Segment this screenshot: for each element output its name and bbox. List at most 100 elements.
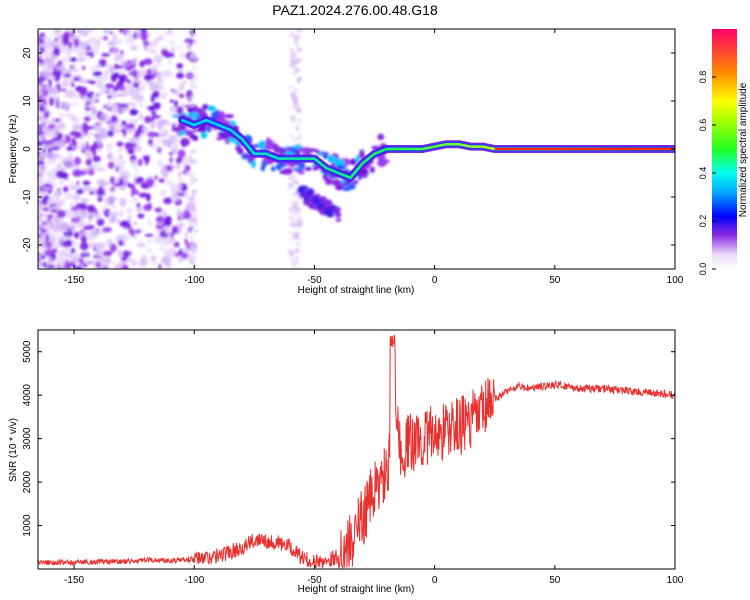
spectrogram-cell: [299, 162, 306, 169]
spectrogram-scatter: [38, 29, 390, 269]
spectrogram-cell: [38, 224, 44, 229]
snr-x-tick-label: -150: [64, 575, 84, 586]
spectrogram-cell: [297, 221, 303, 226]
spectrogram-cell: [162, 237, 166, 242]
spectrogram-cell: [104, 70, 108, 78]
spectrogram-cell: [54, 37, 58, 42]
spectrogram-cell: [74, 265, 83, 269]
spectrogram-cell: [105, 154, 114, 160]
spectrogram-cell: [86, 103, 93, 109]
spectrogram-cell: [170, 44, 176, 53]
spectrogram-cell: [46, 198, 54, 205]
spectrogram-cell: [176, 207, 182, 212]
spectrogram-cell: [43, 164, 49, 170]
spectrogram-cell: [357, 175, 362, 181]
spectrogram-cell: [137, 158, 143, 167]
spectrogram-cell: [56, 83, 61, 89]
spectrogram-cell: [294, 34, 301, 40]
spectrogram-cell: [78, 79, 89, 84]
spectrogram-cell: [192, 85, 197, 89]
spectrogram-cell: [154, 207, 163, 213]
spectrogram-cell: [190, 225, 196, 229]
spectrogram-cell: [290, 175, 294, 180]
spectrogram-cell: [323, 208, 332, 215]
spectrogram-cell: [291, 222, 298, 228]
spectrogram-cell: [90, 229, 100, 238]
spectrogram-cell: [164, 215, 172, 224]
spectrogram-cell: [290, 52, 295, 57]
spectrogram-cell: [128, 102, 137, 106]
spectrogram-cell: [293, 39, 300, 47]
spectrogram-cell: [106, 223, 111, 228]
spectrogram-cell: [73, 92, 79, 101]
spectrogram-cell: [38, 140, 44, 147]
spectrogram-cell: [75, 164, 79, 169]
spectrogram-cell: [143, 204, 152, 211]
spectrogram-cell: [319, 196, 327, 203]
spectrogram-cell: [158, 133, 166, 138]
spectrogram-cell: [38, 127, 43, 135]
spectrogram-cell: [315, 149, 320, 154]
spectrogram-cell: [71, 116, 81, 123]
spectrogram-cell: [87, 131, 97, 136]
spectrogram-cell: [332, 207, 342, 212]
spectrogram-cell: [159, 161, 164, 167]
spectrogram-cell: [118, 84, 126, 91]
spectrogram-cell: [167, 29, 172, 35]
spectrogram-cell: [48, 256, 54, 265]
spectrogram-cell: [168, 71, 173, 78]
spectrogram-cell: [92, 162, 101, 167]
snr-x-tick-label: -100: [184, 575, 204, 586]
spectrogram-cell: [76, 58, 81, 64]
spectrogram-cell: [112, 122, 117, 126]
spectrogram-cell: [86, 126, 95, 130]
spectrogram-cell: [169, 182, 176, 189]
spectrogram-cell: [202, 104, 210, 110]
spectrogram-cell: [38, 160, 45, 165]
spectrogram-cell: [297, 118, 303, 124]
spectrogram-cell: [190, 258, 196, 261]
spectrogram-cell: [335, 180, 342, 188]
spectrogram-cell: [47, 207, 53, 212]
spectrogram-cell: [138, 192, 149, 198]
spectrogram-cell: [94, 49, 100, 56]
spectrogram-cell: [191, 192, 196, 197]
spectrogram-cell: [65, 77, 75, 84]
spectrogram-cell: [99, 166, 106, 173]
spectrogram-cell: [130, 228, 135, 238]
spectrogram-cell: [291, 137, 297, 142]
spectrogram-cell: [294, 248, 300, 254]
spectrogram-cell: [85, 141, 89, 151]
spectrogram-cell: [164, 51, 173, 59]
spectrogram-cell: [98, 76, 108, 82]
snr-frame: [37, 329, 676, 570]
spectrogram-cell: [194, 242, 199, 245]
spectrogram-cell: [119, 75, 125, 81]
spectrogram-cell: [99, 180, 110, 187]
spectrogram-cell: [174, 134, 179, 143]
spectrogram-cell: [106, 130, 115, 137]
spectrogram-cell: [140, 132, 144, 139]
spectrogram-cell: [172, 122, 176, 132]
spectrogram-cell: [84, 111, 89, 116]
spectrogram-cell: [70, 247, 76, 254]
spectrogram-cell: [227, 137, 237, 143]
spectrogram-cell: [71, 217, 76, 224]
spectrogram-cell: [307, 148, 317, 152]
spectrogram-cell: [181, 252, 188, 259]
spectrogram-cell: [112, 156, 117, 164]
spectrogram-cell: [288, 31, 295, 38]
spectrogram-cell: [151, 115, 162, 119]
spectrogram-cell: [189, 171, 192, 177]
spectrogram-cell: [136, 87, 140, 95]
spectrogram-cell: [125, 34, 134, 42]
spectrogram-cell: [106, 197, 116, 204]
spectrogram-cell: [97, 196, 103, 202]
spectrogram-cell: [187, 216, 198, 224]
spectrogram-cell: [57, 122, 66, 131]
spectrogram-cell: [44, 41, 53, 47]
snr-y-tick-label: 5000: [22, 340, 33, 363]
snr-x-ticks: -150 -100 -50 0 50 100: [64, 330, 684, 586]
spectrogram-cell: [54, 96, 60, 103]
spectrogram-cell: [177, 149, 186, 159]
